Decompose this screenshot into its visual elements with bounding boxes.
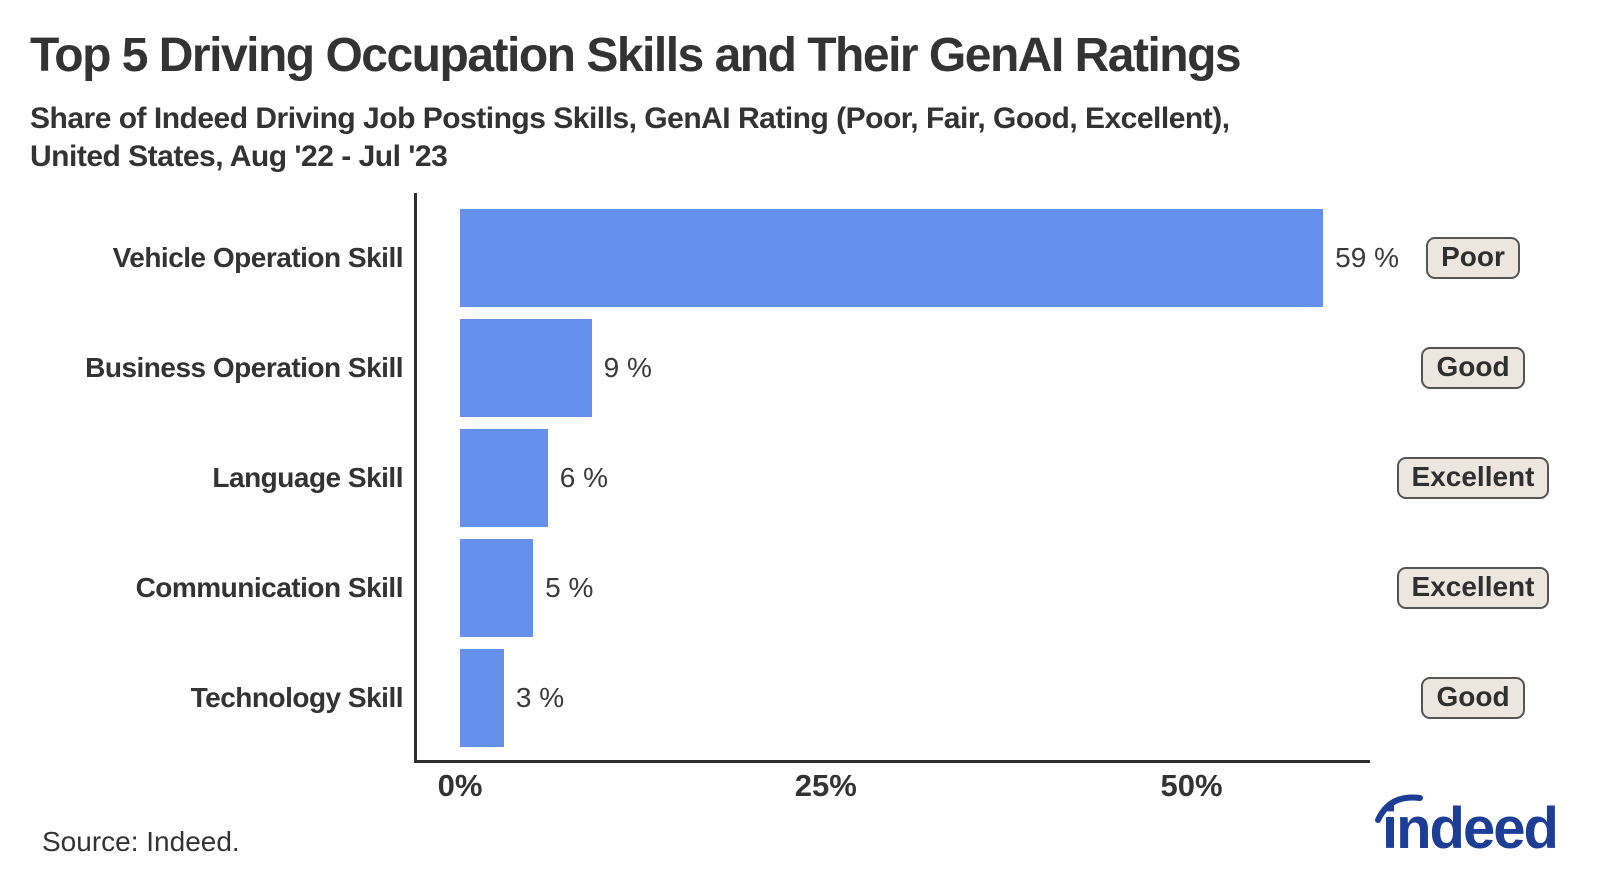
rating-badge: Excellent xyxy=(1396,457,1550,499)
bar xyxy=(460,649,504,747)
category-label: Vehicle Operation Skill xyxy=(112,242,404,273)
bar xyxy=(460,319,592,417)
bar-row: 9 % xyxy=(460,313,1370,423)
bar-row: 5 % xyxy=(460,533,1370,643)
badge-row: Good xyxy=(1378,313,1568,423)
value-label: 59 % xyxy=(1335,242,1399,273)
bar xyxy=(460,429,548,527)
badge-row: Good xyxy=(1378,643,1568,753)
chart-subtitle: Share of Indeed Driving Job Postings Ski… xyxy=(30,102,1230,173)
x-axis-ticks: 0% 25% 50% xyxy=(417,768,1370,813)
bar-row: 6 % xyxy=(460,423,1370,533)
bar xyxy=(460,539,534,637)
x-tick-label: 0% xyxy=(437,768,483,803)
rating-badge: Good xyxy=(1421,677,1525,719)
logo-wordmark: indeed xyxy=(1382,796,1557,858)
badge-row: Excellent xyxy=(1378,533,1568,643)
value-label: 9 % xyxy=(603,352,652,383)
plot-area: 59 % 9 % 6 % 5 % 3 % xyxy=(414,193,1399,763)
value-label: 6 % xyxy=(559,462,609,493)
rating-badge: Poor xyxy=(1426,237,1520,279)
indeed-logo: indeed xyxy=(1375,794,1559,858)
rating-badge: Good xyxy=(1421,347,1525,389)
source-note: Source: Indeed. xyxy=(42,826,240,857)
category-label: Technology Skill xyxy=(190,682,404,713)
x-tick-label: 50% xyxy=(1160,768,1223,803)
chart-title: Top 5 Driving Occupation Skills and Thei… xyxy=(30,29,1242,82)
bar-row: 59 % xyxy=(460,203,1399,313)
bars-area: 59 % 9 % 6 % 5 % 3 % xyxy=(417,203,1399,753)
badge-row: Poor xyxy=(1378,203,1568,313)
category-label: Business Operation Skill xyxy=(85,352,403,383)
category-label: Communication Skill xyxy=(135,572,404,603)
x-tick-label: 25% xyxy=(794,768,857,803)
value-label: 3 % xyxy=(515,682,565,713)
badge-row: Excellent xyxy=(1378,423,1568,533)
bar-row: 3 % xyxy=(460,643,1370,753)
category-label: Language Skill xyxy=(212,462,403,493)
value-label: 5 % xyxy=(545,572,594,603)
category-labels: Vehicle Operation Skill Business Operatio… xyxy=(0,203,403,753)
logo-swoosh-icon xyxy=(1375,794,1423,823)
rating-badge: Excellent xyxy=(1396,567,1550,609)
bar xyxy=(460,209,1324,307)
ratings-column: Poor Good Excellent Excellent Good xyxy=(1378,203,1568,753)
